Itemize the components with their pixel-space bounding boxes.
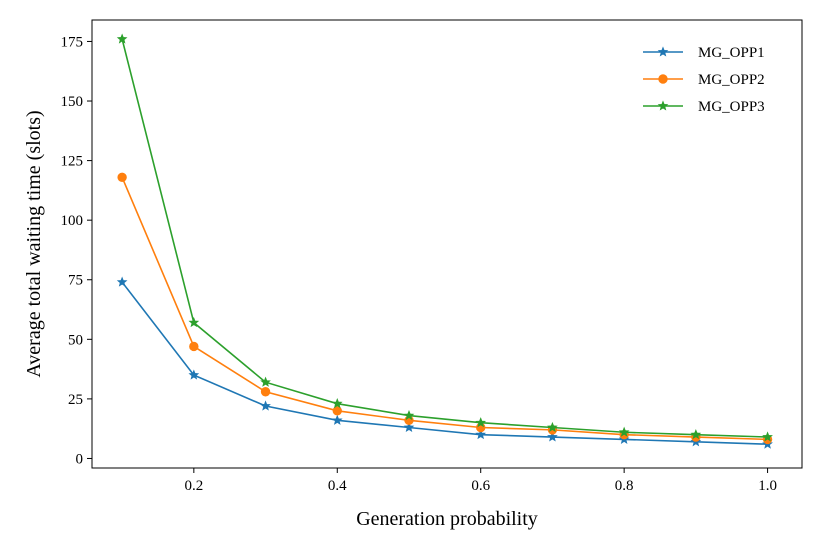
y-tick-label: 75 [68, 273, 83, 289]
data-point [260, 376, 271, 387]
legend-item: MG_OPP1 [643, 45, 765, 61]
legend-marker [657, 100, 669, 111]
data-point [475, 429, 487, 440]
data-point [618, 426, 630, 437]
data-point [188, 317, 200, 328]
data-point [762, 431, 773, 442]
y-tick-label: 175 [61, 34, 84, 50]
y-tick-label: 150 [61, 94, 84, 110]
x-tick-label: 0.6 [471, 478, 490, 494]
y-axis-ticks: 0 25 50 75 100 125 150 175 [61, 34, 92, 467]
data-point [260, 400, 271, 411]
data-point [188, 369, 200, 380]
legend-marker [657, 46, 669, 57]
series-line [121, 176, 768, 441]
data-point [331, 414, 343, 425]
y-tick-label: 100 [61, 213, 84, 229]
series-line [121, 38, 768, 438]
y-tick-label: 0 [76, 451, 84, 467]
data-point [260, 387, 271, 397]
data-point [403, 421, 415, 433]
data-point [116, 276, 128, 287]
data-point [189, 341, 199, 352]
y-tick-label: 125 [61, 154, 84, 170]
series-layer [116, 33, 773, 449]
x-tick-label: 0.8 [615, 478, 634, 494]
data-point [403, 409, 415, 421]
x-tick-label: 0.4 [328, 478, 347, 494]
y-tick-label: 50 [68, 332, 83, 348]
data-point [547, 431, 558, 442]
data-point [331, 398, 343, 409]
data-point [332, 406, 342, 416]
legend-label: MG_OPP2 [698, 72, 765, 88]
legend-item: MG_OPP3 [643, 99, 765, 115]
series-line [121, 281, 768, 445]
legend-label: MG_OPP1 [698, 45, 765, 61]
x-tick-label: 1.0 [758, 478, 777, 494]
x-tick-label: 0.2 [184, 478, 203, 494]
y-tick-label: 25 [68, 392, 83, 408]
plot-area [91, 19, 803, 469]
data-point [117, 172, 127, 182]
legend: MG_OPP1 MG_OPP2 MG_OPP3 [643, 45, 765, 115]
legend-label: MG_OPP3 [698, 99, 765, 115]
y-axis-label: Average total waiting time (slots) [23, 110, 45, 377]
data-point [690, 429, 702, 440]
data-point [475, 417, 487, 428]
legend-marker [658, 74, 668, 84]
data-point [116, 33, 128, 44]
x-axis-label: Generation probability [356, 508, 538, 530]
x-axis-ticks: 0.2 0.4 0.6 0.8 1.0 [184, 468, 777, 494]
legend-item: MG_OPP2 [643, 72, 765, 88]
data-point [547, 421, 558, 433]
series-mg-opp3 [116, 33, 773, 442]
